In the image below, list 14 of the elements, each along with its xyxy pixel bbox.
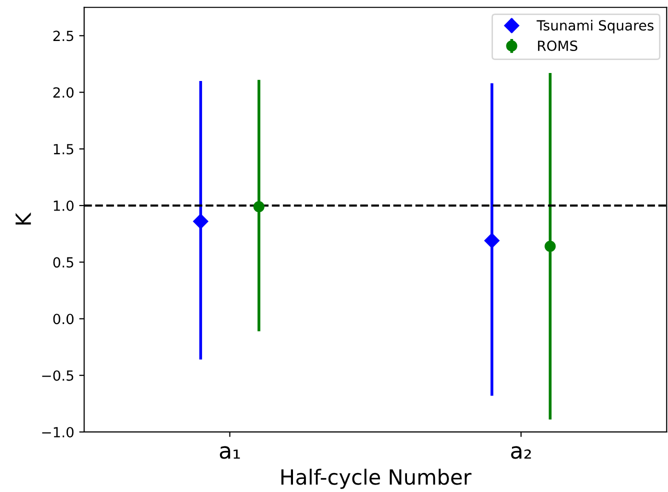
y-tick-label: 1.0 (54, 200, 74, 211)
legend-label: Tsunami Squares (536, 20, 654, 34)
y-tick-label: 0.5 (53, 257, 74, 268)
y-tick-label: −1.0 (42, 426, 74, 438)
y-tick-label: 2.0 (53, 87, 74, 98)
x-axis-title: Half-cycle Number (281, 468, 472, 489)
x-tick-label: a₁ (220, 446, 240, 459)
x-tick-label: a₂ (511, 446, 531, 459)
y-axis-title: K (16, 212, 31, 224)
y-tick-label: 2.5 (53, 30, 74, 42)
y-tick-label: −0.5 (42, 370, 74, 381)
legend-label: ROMS (538, 40, 578, 52)
y-tick-label: 1.5 (54, 144, 74, 154)
y-tick-label: 0.0 (53, 314, 74, 324)
